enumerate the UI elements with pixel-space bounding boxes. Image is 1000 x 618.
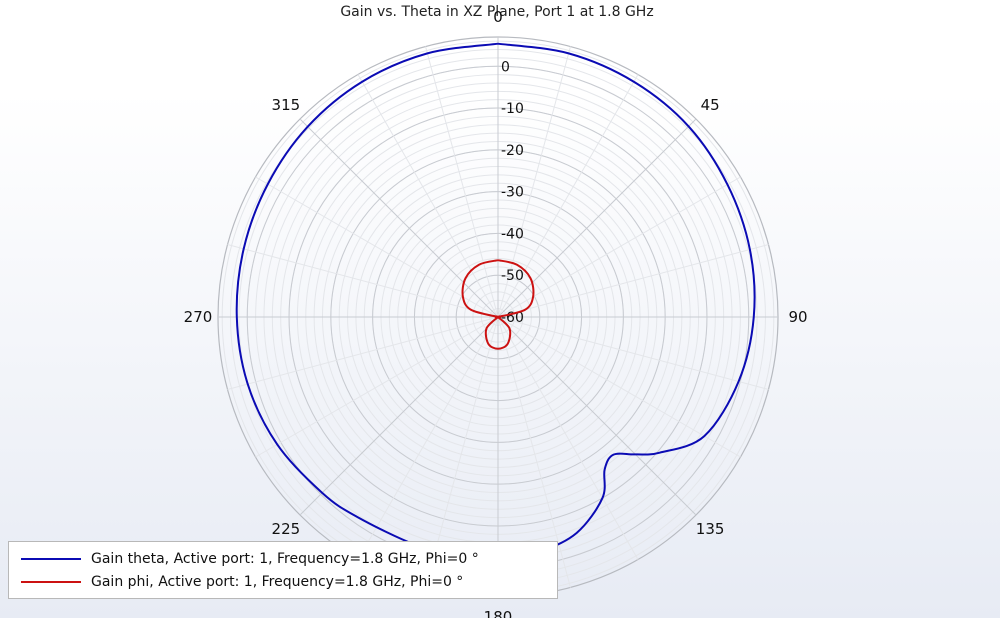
legend-label-gain-phi: Gain phi, Active port: 1, Frequency=1.8 …	[91, 574, 464, 590]
grid-spoke	[227, 244, 499, 318]
series-line-gain-phi	[461, 259, 535, 350]
grid-spoke	[497, 46, 571, 318]
grid-spoke	[497, 316, 741, 458]
grid-spoke	[497, 118, 697, 318]
grid-spoke	[227, 316, 499, 390]
angle-tick-label: 90	[788, 308, 807, 326]
grid-spoke	[357, 74, 499, 318]
angle-tick-label: 225	[272, 520, 301, 538]
legend-swatch-gain-theta	[21, 558, 81, 560]
radial-tick-label: -50	[501, 268, 524, 284]
angle-tick-label: 270	[184, 308, 213, 326]
angle-tick-label: 315	[272, 96, 301, 114]
grid-spoke	[425, 46, 499, 318]
grid-spoke	[497, 316, 769, 390]
angle-tick-label: 135	[696, 520, 725, 538]
grid-spoke	[497, 176, 741, 318]
radial-tick-label: -30	[501, 185, 524, 201]
angle-tick-label: 45	[701, 96, 720, 114]
radial-tick-label: -60	[501, 310, 524, 326]
angle-tick-labels: 0 45 90 135 180 225 270 315	[184, 8, 808, 618]
grid-spoke	[497, 316, 639, 560]
radial-tick-label: 0	[501, 59, 510, 75]
radial-tick-label: -20	[501, 143, 524, 159]
grid-spoke	[497, 244, 769, 318]
legend-entry-gain-theta: Gain theta, Active port: 1, Frequency=1.…	[9, 548, 479, 570]
legend-entry-gain-phi: Gain phi, Active port: 1, Frequency=1.8 …	[9, 571, 463, 593]
radial-tick-labels: 0 -10 -20 -30 -40 -50 -60	[501, 59, 524, 326]
radial-tick-label: -40	[501, 226, 524, 242]
angle-tick-label: 180	[484, 608, 513, 618]
angle-tick-label: 0	[493, 8, 503, 26]
grid-spoke	[255, 176, 499, 318]
grid-spoke	[299, 316, 499, 516]
chart-title: Gain vs. Theta in XZ Plane, Port 1 at 1.…	[340, 4, 653, 20]
legend: Gain theta, Active port: 1, Frequency=1.…	[8, 541, 558, 599]
grid-spoke	[497, 316, 571, 588]
grid-spoke	[299, 118, 499, 318]
legend-swatch-gain-phi	[21, 581, 81, 583]
radial-tick-label: -10	[501, 101, 524, 117]
legend-label-gain-theta: Gain theta, Active port: 1, Frequency=1.…	[91, 551, 479, 567]
grid-spoke	[497, 316, 697, 516]
grid-spoke	[497, 74, 639, 318]
grid-spoke	[357, 316, 499, 560]
grid-spoke	[255, 316, 499, 458]
